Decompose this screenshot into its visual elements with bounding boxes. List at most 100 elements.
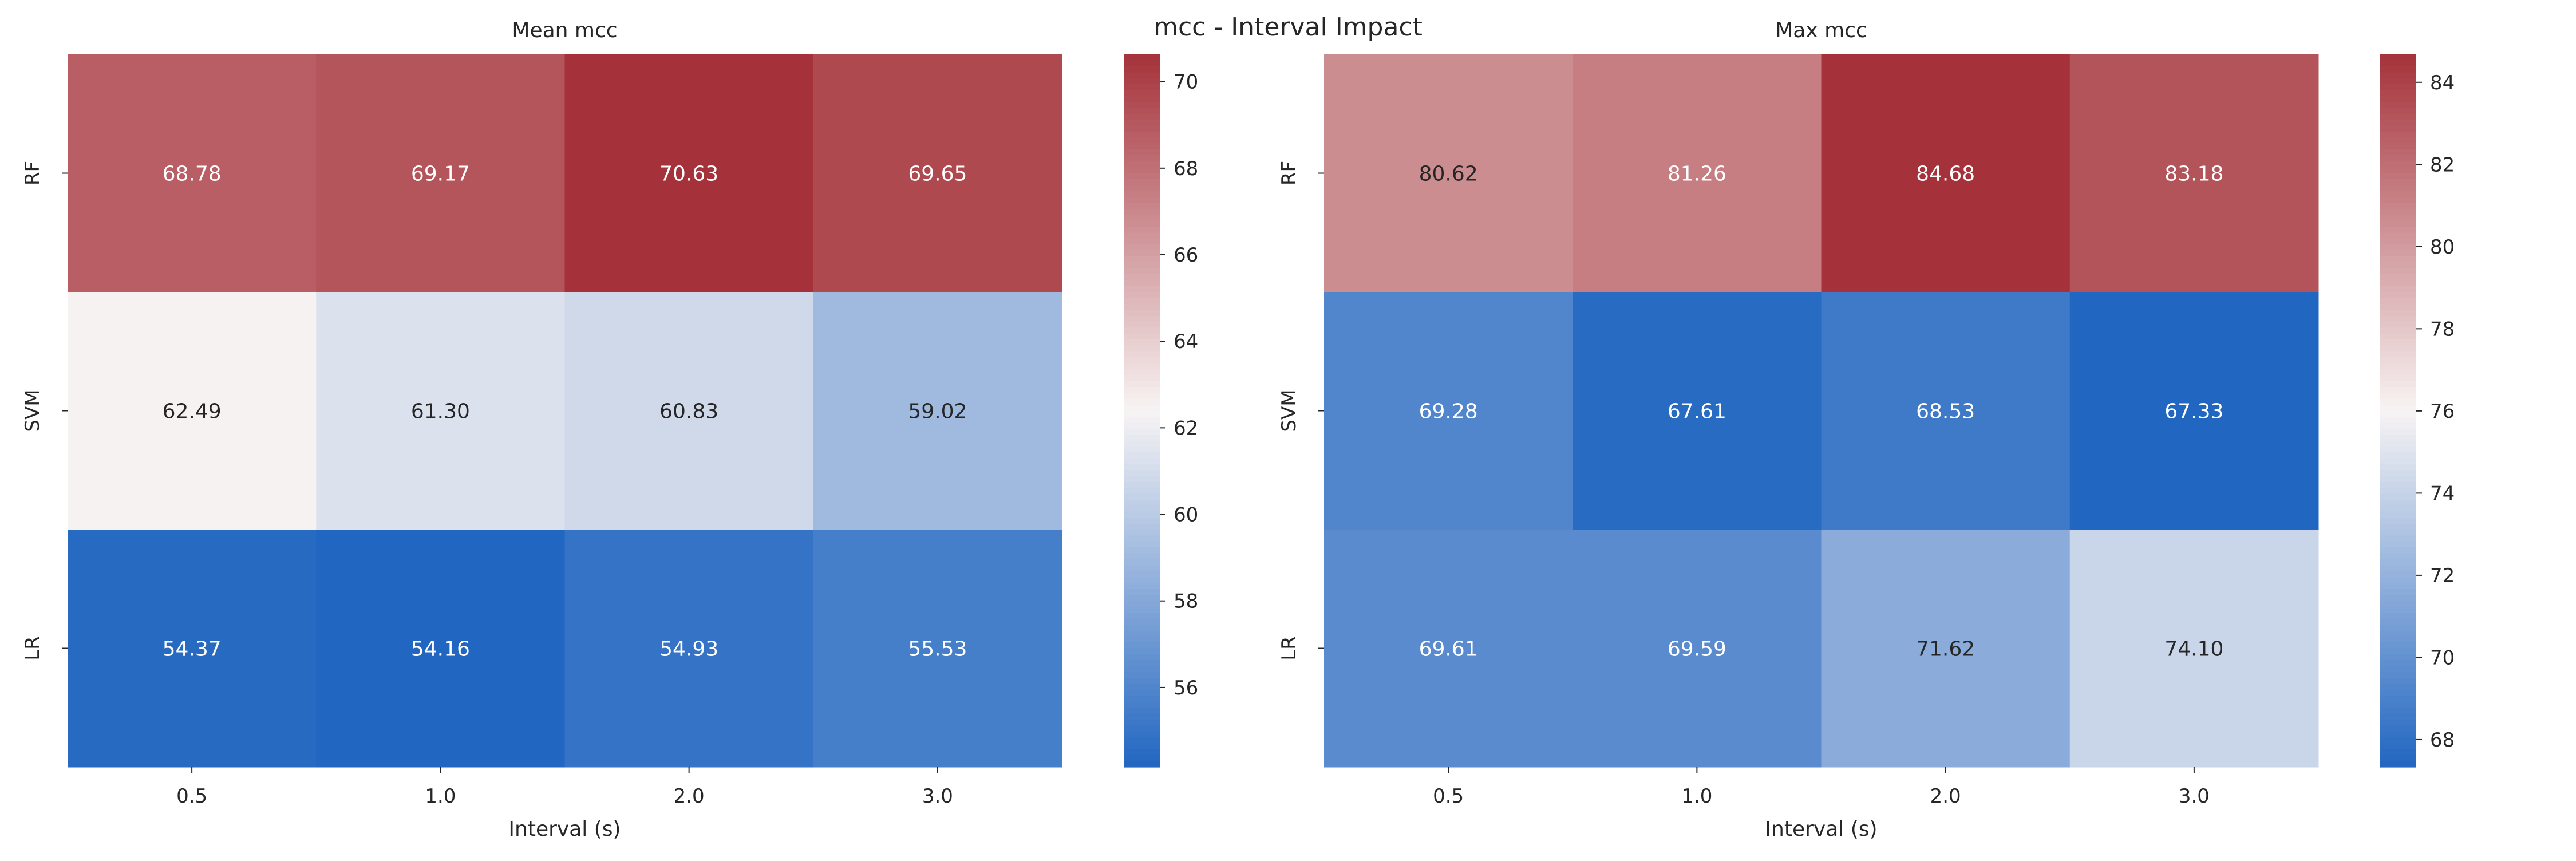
heatmap-cell bbox=[2069, 54, 2319, 293]
colorbar-segment bbox=[2380, 84, 2416, 90]
colorbar-segment bbox=[2380, 286, 2416, 293]
colorbar-segment bbox=[1124, 102, 1160, 108]
colorbar-segment bbox=[2380, 648, 2416, 655]
colorbar-segment bbox=[2380, 274, 2416, 281]
colorbar-segment bbox=[1124, 137, 1160, 144]
colorbar-segment bbox=[2380, 601, 2416, 607]
colorbar-segment bbox=[1124, 387, 1160, 393]
colorbar-segment bbox=[1124, 363, 1160, 370]
colorbar-segment bbox=[2380, 642, 2416, 649]
colorbar-segment bbox=[2380, 678, 2416, 685]
y-tick-label: RF bbox=[21, 161, 44, 185]
heatmap-cell bbox=[1573, 54, 1822, 293]
colorbar-segment bbox=[1124, 666, 1160, 673]
colorbar-segment bbox=[1124, 381, 1160, 388]
cell-value-label: 54.93 bbox=[659, 638, 718, 661]
colorbar-segment bbox=[2380, 113, 2416, 120]
colorbar-segment bbox=[2380, 446, 2416, 453]
x-tick-label: 3.0 bbox=[922, 785, 953, 808]
colorbar-segment bbox=[2380, 654, 2416, 661]
colorbar-segment bbox=[1124, 292, 1160, 298]
colorbar-segment bbox=[2380, 708, 2416, 714]
colorbar-segment bbox=[2380, 393, 2416, 400]
colorbar-segment bbox=[2380, 743, 2416, 750]
heatmap-cell bbox=[813, 54, 1062, 293]
y-tick-label: LR bbox=[1278, 636, 1301, 661]
colorbar-segment bbox=[1124, 167, 1160, 174]
y-tick-label: SVM bbox=[1278, 389, 1301, 432]
colorbar-tick-label: 60 bbox=[1174, 504, 1198, 527]
colorbar-segment bbox=[2380, 618, 2416, 625]
colorbar-segment bbox=[2380, 345, 2416, 352]
colorbar-segment bbox=[2380, 577, 2416, 583]
x-tick-label: 3.0 bbox=[2179, 785, 2210, 808]
heatmap-panel-1: Mean mcc 68.78 69.17 70.63 69.65 62.49 61.30 60… bbox=[21, 19, 1198, 841]
colorbar-segment bbox=[2380, 613, 2416, 619]
colorbar-segment bbox=[2380, 256, 2416, 263]
colorbar-segment bbox=[2380, 339, 2416, 346]
colorbar-segment bbox=[2380, 161, 2416, 168]
colorbar-segment bbox=[2380, 690, 2416, 697]
colorbar-segment bbox=[1124, 428, 1160, 435]
colorbar-segment bbox=[1124, 737, 1160, 744]
colorbar-segment bbox=[2380, 179, 2416, 185]
panel-title: Max mcc bbox=[1775, 19, 1867, 42]
cell-value-label: 54.37 bbox=[163, 638, 222, 661]
colorbar-segment bbox=[1124, 518, 1160, 524]
x-tick-label: 1.0 bbox=[425, 785, 456, 808]
colorbar-segment bbox=[1124, 452, 1160, 459]
colorbar-segment bbox=[2380, 583, 2416, 590]
colorbar-segment bbox=[1124, 398, 1160, 405]
colorbar-segment bbox=[1124, 720, 1160, 726]
colorbar-segment bbox=[1124, 262, 1160, 269]
colorbar-segment bbox=[1124, 672, 1160, 678]
colorbar-segment bbox=[2380, 511, 2416, 518]
colorbar-segment bbox=[2380, 102, 2416, 108]
colorbar-segment bbox=[2380, 749, 2416, 756]
colorbar-segment bbox=[1124, 636, 1160, 643]
colorbar-segment bbox=[2380, 630, 2416, 637]
colorbar-segment bbox=[2380, 500, 2416, 507]
colorbar-segment bbox=[1124, 743, 1160, 750]
colorbar-segment bbox=[2380, 262, 2416, 269]
colorbar-segment bbox=[2380, 713, 2416, 720]
cell-value-label: 68.53 bbox=[1916, 400, 1975, 424]
colorbar-segment bbox=[1124, 625, 1160, 631]
colorbar-segment bbox=[1124, 185, 1160, 192]
colorbar-segment bbox=[2380, 66, 2416, 73]
colorbar-segment bbox=[2380, 725, 2416, 732]
cell-value-label: 69.59 bbox=[1668, 638, 1726, 661]
colorbar-segment bbox=[2380, 375, 2416, 382]
heatmap-cell bbox=[813, 530, 1062, 768]
colorbar-tick-label: 72 bbox=[2430, 564, 2455, 587]
panel-title: Mean mcc bbox=[512, 19, 617, 42]
colorbar-segment bbox=[1124, 161, 1160, 168]
colorbar-segment bbox=[2380, 315, 2416, 322]
colorbar-tick-label: 84 bbox=[2430, 72, 2455, 94]
colorbar-segment bbox=[2380, 226, 2416, 233]
colorbar-segment bbox=[2380, 422, 2416, 429]
colorbar-tick-label: 56 bbox=[1174, 677, 1198, 700]
colorbar-segment bbox=[1124, 274, 1160, 281]
cell-value-label: 61.30 bbox=[411, 400, 470, 424]
cell-value-label: 68.78 bbox=[163, 163, 222, 186]
heatmap-cell bbox=[564, 54, 814, 293]
colorbar-segment bbox=[2380, 518, 2416, 524]
colorbar-segment bbox=[2380, 191, 2416, 198]
colorbar-segment bbox=[1124, 393, 1160, 400]
colorbar-segment bbox=[2380, 660, 2416, 667]
colorbar-segment bbox=[1124, 731, 1160, 738]
colorbar-segment bbox=[1124, 113, 1160, 120]
colorbar-segment bbox=[2380, 310, 2416, 317]
colorbar-tick-label: 78 bbox=[2430, 318, 2455, 341]
colorbar-segment bbox=[2380, 405, 2416, 412]
colorbar-segment bbox=[1124, 583, 1160, 590]
colorbar-segment bbox=[1124, 654, 1160, 661]
colorbar-segment bbox=[1124, 375, 1160, 382]
heatmap-cell bbox=[316, 292, 565, 530]
colorbar-segment bbox=[1124, 648, 1160, 655]
colorbar-segment bbox=[1124, 405, 1160, 412]
colorbar-segment bbox=[2380, 523, 2416, 530]
colorbar-segment bbox=[2380, 547, 2416, 554]
